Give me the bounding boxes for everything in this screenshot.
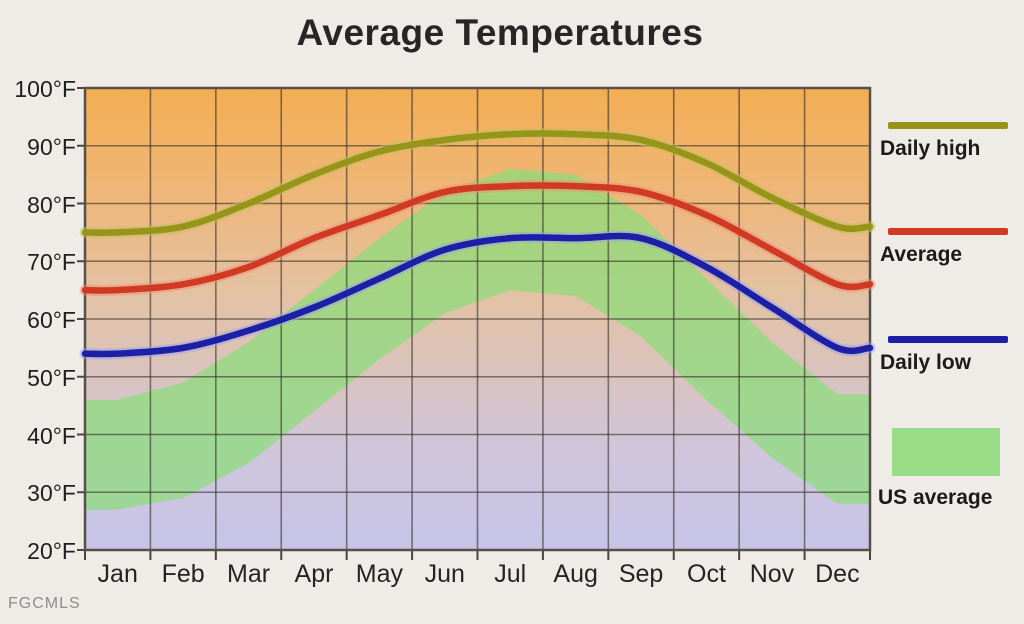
x-month-label: May bbox=[355, 560, 404, 588]
y-tick-label: 50°F bbox=[27, 364, 76, 391]
legend-item-daily-low: Daily low bbox=[878, 336, 1024, 375]
x-month-label: Oct bbox=[687, 560, 726, 588]
x-month-label: Jun bbox=[424, 560, 465, 588]
x-month-label: Dec bbox=[815, 560, 860, 588]
x-axis: Jan Feb Mar Apr May Jun Jul Aug Sep Oct Nov Dec bbox=[85, 560, 870, 594]
daily-high-line-swatch bbox=[888, 122, 1008, 129]
plot-area bbox=[77, 86, 876, 560]
y-tick-label: 100°F bbox=[14, 76, 76, 102]
legend-item-us-average: US average bbox=[878, 428, 1024, 510]
legend: Daily high Average Daily low US average bbox=[878, 0, 1024, 624]
y-tick-label: 40°F bbox=[27, 422, 76, 449]
watermark: FGCMLS bbox=[8, 595, 81, 612]
y-tick-label: 70°F bbox=[27, 249, 76, 276]
chart-canvas bbox=[77, 86, 876, 560]
daily-low-line-swatch bbox=[888, 336, 1008, 343]
y-tick-label: 30°F bbox=[27, 480, 76, 507]
legend-item-daily-high: Daily high bbox=[878, 122, 1024, 161]
us-average-area-swatch bbox=[892, 428, 1000, 476]
y-tick-label: 20°F bbox=[27, 538, 76, 564]
legend-label: Daily high bbox=[880, 137, 981, 160]
chart-title: Average Temperatures bbox=[296, 12, 704, 53]
x-month-label: Nov bbox=[749, 560, 795, 588]
legend-label: Daily low bbox=[880, 351, 972, 374]
x-month-label: Jan bbox=[97, 560, 138, 588]
y-tick-label: 90°F bbox=[27, 133, 76, 160]
legend-item-average: Average bbox=[878, 228, 1024, 267]
x-month-label: Apr bbox=[294, 560, 334, 588]
x-month-label: Aug bbox=[553, 560, 598, 588]
x-month-label: Sep bbox=[618, 560, 664, 588]
x-month-label: Jul bbox=[494, 560, 527, 588]
average-line-swatch bbox=[888, 228, 1008, 235]
legend-label: US average bbox=[878, 486, 993, 509]
x-month-label: Feb bbox=[161, 560, 205, 588]
y-tick-label: 80°F bbox=[27, 191, 76, 218]
x-month-label: Mar bbox=[227, 560, 271, 588]
y-tick-label: 60°F bbox=[27, 307, 76, 333]
y-axis: 100°F 90°F 80°F 70°F 60°F 50°F 40°F 30°F 20°F bbox=[0, 0, 78, 624]
legend-label: Average bbox=[880, 243, 963, 266]
